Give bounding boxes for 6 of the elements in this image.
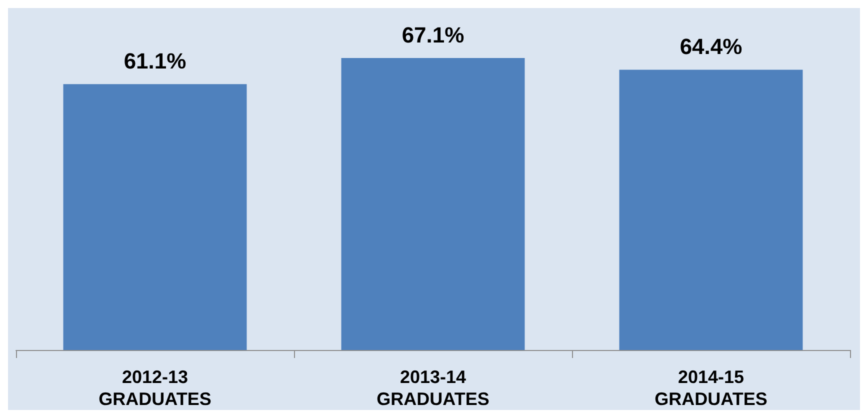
x-tick-label: 2012-13 GRADUATES <box>98 367 212 409</box>
data-label: 61.1% <box>124 48 186 74</box>
data-label: 67.1% <box>402 22 464 48</box>
data-label: 64.4% <box>680 34 742 60</box>
x-tick-label: 2014-15 GRADUATES <box>654 367 768 409</box>
x-tick-label: 2013-14 GRADUATES <box>376 367 490 409</box>
